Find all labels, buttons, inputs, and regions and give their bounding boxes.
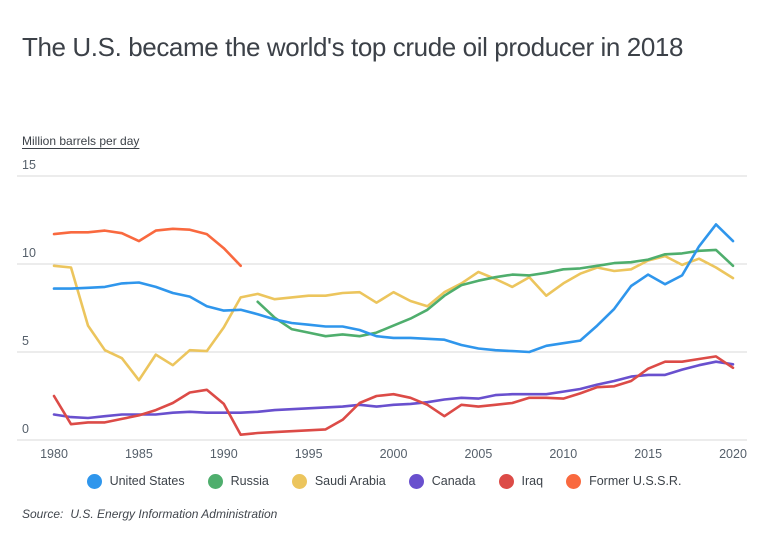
chart-legend: United States Russia Saudi Arabia Canada Ira… [0,469,768,493]
line-saudi-arabia[interactable] [52,254,735,382]
source-line: Source: U.S. Energy Information Administr… [22,507,277,521]
x-tick-label-2010: 2010 [549,447,577,461]
y-tick-label-5: 5 [22,334,29,348]
legend-item-saudi-arabia[interactable]: Saudi Arabia [291,473,386,489]
legend-label-canada: Canada [431,474,476,488]
legend-label-russia: Russia [230,474,269,488]
legend-dot-former-u-s-s-r [566,473,582,489]
y-tick-label-10: 10 [22,246,36,260]
y-tick-label-15: 15 [22,158,36,172]
source-prefix: Source: [22,507,64,521]
legend-dot-iraq [498,473,514,489]
x-tick-label-2020: 2020 [719,447,747,461]
legend-item-united-states[interactable]: United States [86,473,185,489]
legend-dot-canada [408,473,424,489]
chart-canvas: 0 5 10 15 1980 1985 1990 1995 2000 2005 2010 2015 20… [17,158,747,461]
legend-label-former-u-s-s-r: Former U.S.S.R. [589,474,682,488]
line-former-u-s-s-r[interactable] [52,227,242,268]
legend-item-iraq[interactable]: Iraq [498,473,544,489]
legend-item-canada[interactable]: Canada [408,473,476,489]
line-russia[interactable] [256,248,735,338]
x-tick-label-2005: 2005 [464,447,492,461]
x-tick-label-1990: 1990 [210,447,238,461]
legend-label-saudi-arabia: Saudi Arabia [314,474,386,488]
legend-item-russia[interactable]: Russia [207,473,269,489]
x-tick-label-1985: 1985 [125,447,153,461]
page-title: The U.S. became the world's top crude oi… [22,32,684,63]
legend-dot-united-states [86,473,102,489]
y-tick-label-0: 0 [22,422,29,436]
x-tick-label-2000: 2000 [380,447,408,461]
legend-label-iraq: Iraq [521,474,544,488]
legend-dot-russia [207,473,223,489]
legend-dot-saudi-arabia [291,473,307,489]
y-axis-unit-label: Million barrels per day [22,134,140,148]
source-text: U.S. Energy Information Administration [70,507,278,521]
legend-item-former-u-s-s-r[interactable]: Former U.S.S.R. [566,473,682,489]
x-tick-label-2015: 2015 [634,447,662,461]
line-united-states[interactable] [52,223,735,354]
legend-label-united-states: United States [109,474,185,488]
line-canada[interactable] [52,360,735,420]
line-iraq[interactable] [52,355,735,436]
x-tick-label-1980: 1980 [40,447,68,461]
x-tick-label-1995: 1995 [295,447,323,461]
